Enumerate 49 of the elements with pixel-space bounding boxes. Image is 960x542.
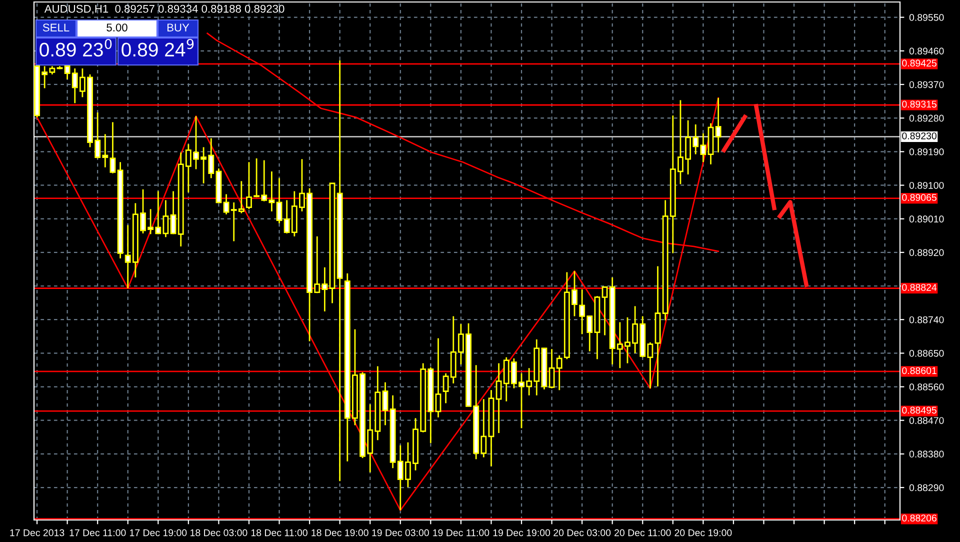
candlestick <box>602 286 608 336</box>
ref-line-label: 0.88824 <box>902 284 937 291</box>
x-tick-label: 17 Dec 2013 <box>10 529 64 536</box>
y-tick-label: 0.89190 <box>909 148 944 156</box>
y-tick-label: 0.88560 <box>909 384 944 390</box>
annotation: 5.00 <box>106 24 128 32</box>
ref-line-label: 0.89425 <box>902 60 936 67</box>
x-tick-label: 18 Dec 03:00 <box>190 529 248 536</box>
candlestick <box>162 199 169 238</box>
candlestick <box>715 97 722 154</box>
x-tick-label: 20 Dec 19:00 <box>674 529 732 536</box>
ref-line-label: 0.89230 <box>902 132 936 140</box>
ref-line-label: 0.88495 <box>902 406 936 414</box>
x-tick-label: 20 Dec 03:00 <box>554 529 611 536</box>
x-tick-label: 20 Dec 11:00 <box>614 529 671 536</box>
y-tick-label: 0.89550 <box>909 14 944 21</box>
y-tick-label: 0.89010 <box>909 216 944 222</box>
annotation: SELL <box>42 24 70 32</box>
y-tick-label: 0.88650 <box>909 350 944 357</box>
y-tick-label: 0.88740 <box>909 316 944 324</box>
x-tick-label: 18 Dec 11:00 <box>251 529 308 536</box>
y-tick-label: 0.88920 <box>909 249 944 256</box>
candlestick <box>548 348 555 389</box>
annotation: BUY <box>167 24 190 32</box>
y-tick-label: 0.88380 <box>909 450 944 458</box>
x-tick-label: 17 Dec 19:00 <box>130 529 187 536</box>
y-tick-label: 0.89100 <box>909 182 944 189</box>
ref-line-label: 0.88206 <box>902 514 936 522</box>
y-tick-label: 0.88290 <box>909 484 944 492</box>
x-tick-label: 19 Dec 19:00 <box>493 529 550 536</box>
x-tick-label: 19 Dec 03:00 <box>372 529 429 536</box>
y-tick-label: 0.88470 <box>909 417 944 424</box>
x-tick-label: 18 Dec 19:00 <box>312 529 368 536</box>
y-tick-label: 0.89280 <box>909 114 944 122</box>
ref-line-label: 0.89315 <box>902 100 936 108</box>
candlestick <box>223 194 230 216</box>
x-tick-label: 19 Dec 11:00 <box>433 529 490 536</box>
chart-title: AUDUSD,H1 0.89257 0.89334 0.89188 0.89230 <box>44 4 284 14</box>
y-tick-label: 0.89370 <box>909 81 944 88</box>
candlestick <box>382 382 388 426</box>
annotation: 0.89 23$^{0}$ <box>40 38 112 57</box>
ref-line-label: 0.88601 <box>902 367 936 374</box>
annotation: 0.89 24$^{9}$ <box>122 38 194 57</box>
y-tick-label: 0.89460 <box>909 48 944 55</box>
candlestick <box>110 121 116 174</box>
ref-line-label: 0.89065 <box>902 194 936 201</box>
x-tick-label: 17 Dec 11:00 <box>70 529 126 536</box>
candlestick <box>276 177 282 224</box>
candlestick <box>435 338 442 418</box>
